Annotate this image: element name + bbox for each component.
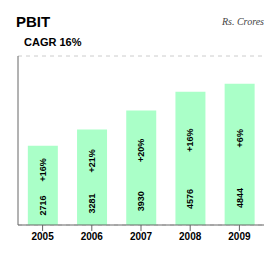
- svg-text:+16%: +16%: [38, 158, 48, 181]
- svg-text:3930: 3930: [136, 191, 146, 211]
- svg-text:2006: 2006: [81, 231, 104, 242]
- svg-text:4844: 4844: [235, 188, 245, 208]
- svg-text:2008: 2008: [179, 231, 202, 242]
- svg-text:4576: 4576: [185, 189, 195, 209]
- svg-text:2007: 2007: [130, 231, 153, 242]
- svg-text:+21%: +21%: [87, 149, 97, 172]
- svg-text:2005: 2005: [31, 231, 54, 242]
- html-text:PBIT: PBIT: [16, 12, 51, 30]
- svg-text:2716: 2716: [38, 195, 48, 215]
- svg-text:+6%: +6%: [235, 129, 245, 147]
- html-text:CAGR 16%: CAGR 16%: [24, 36, 82, 48]
- svg-text:2009: 2009: [228, 231, 251, 242]
- svg-text:3281: 3281: [87, 193, 97, 213]
- svg-text:+16%: +16%: [185, 128, 195, 151]
- svg-text:+20%: +20%: [136, 139, 146, 162]
- html-text:Rs. Crores: Rs. Crores: [222, 15, 264, 27]
